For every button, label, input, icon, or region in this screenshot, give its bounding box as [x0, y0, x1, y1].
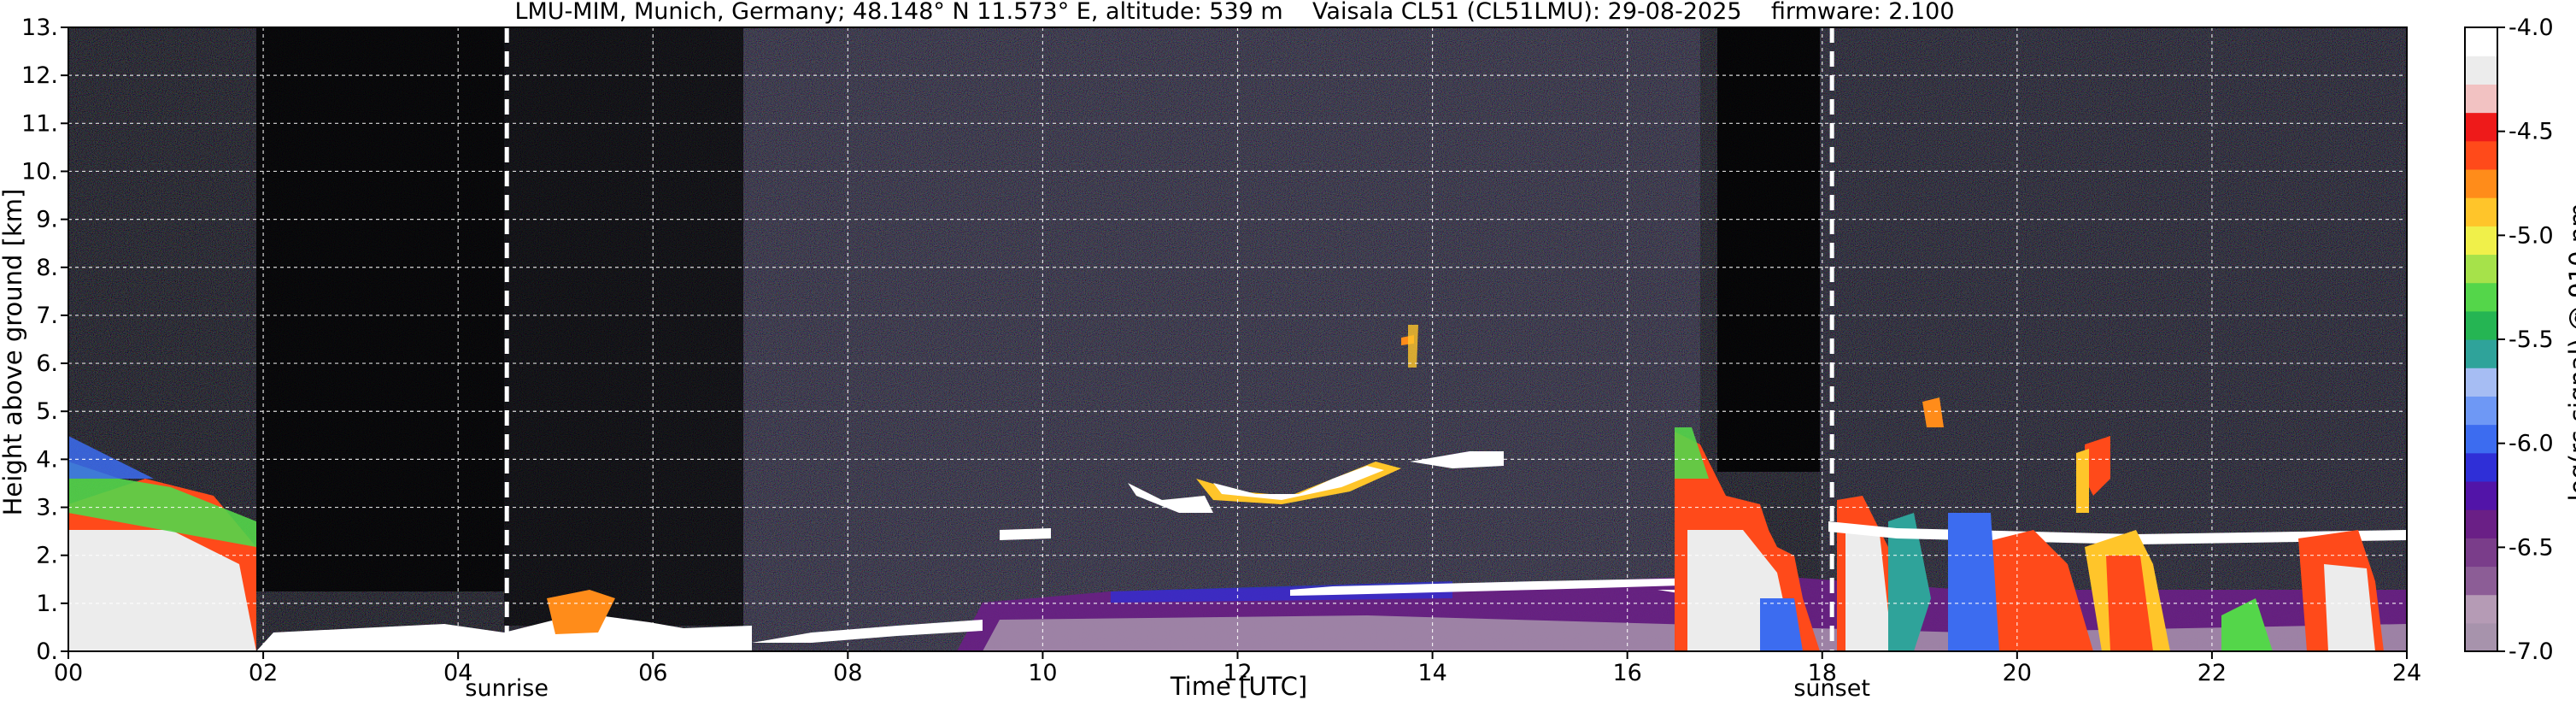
x-tick-label: 00 [54, 660, 83, 686]
y-tick-label: 12. [21, 62, 58, 89]
colorbar-segment [2465, 27, 2497, 56]
sun-lines [504, 27, 1834, 651]
y-tick-label: 3. [36, 495, 58, 521]
colorbar-segment [2465, 566, 2497, 596]
evening-precip-1-blue [1888, 513, 1931, 651]
colorbar-tick-label: -6.0 [2509, 431, 2554, 457]
x-tick-label: 02 [249, 660, 278, 686]
cloud-layer-3 [1213, 466, 1384, 500]
y-tick-label: 8. [36, 255, 58, 281]
evening-precip-3-core [2106, 556, 2153, 651]
colorbar-segment [2465, 112, 2497, 142]
x-axis: 00 02 04 06 08 10 12 14 16 18 20 22 24 [54, 651, 2421, 686]
cloud-layer-6 [1290, 578, 1709, 596]
colorbar-segment [2465, 509, 2497, 538]
y-tick-label: 10. [21, 158, 58, 185]
x-tick-label: 22 [2198, 660, 2227, 686]
x-tick-label: 14 [1417, 660, 1446, 686]
y-tick-label: 1. [36, 591, 58, 617]
colorbar-axis: -4.0 -4.5 -5.0 -5.5 -6.0 -6.5 -7.0 [2497, 15, 2554, 665]
cloud-layer-4 [1410, 451, 1504, 468]
colorbar-segment [2465, 197, 2497, 227]
x-tick-label: 04 [443, 660, 472, 686]
colorbar-tick-label: -5.0 [2509, 222, 2554, 249]
night-band-1 [256, 27, 504, 591]
cloud-layer-1 [1128, 483, 1213, 513]
colorbar-tick-label: -7.0 [2509, 638, 2554, 665]
y-axis: 0. 1. 2. 3. 4. 5. 6. 7. 8. 9. 10. 11. 12. 13. [21, 15, 68, 665]
colorbar-segment [2465, 424, 2497, 454]
colorbar-segment [2465, 368, 2497, 397]
x-tick-label: 16 [1612, 660, 1641, 686]
colorbar-segment [2465, 594, 2497, 624]
cloud-tower-20h [2085, 436, 2110, 496]
morning-fog-core [68, 530, 256, 651]
morning-fog-edge [68, 462, 256, 547]
evening-precip-5-core [2324, 564, 2375, 651]
colorbar-segment [2465, 339, 2497, 368]
y-axis-label: Height above ground [km] [0, 188, 27, 516]
colorbar-segment [2465, 254, 2497, 284]
y-tick-label: 6. [36, 350, 58, 377]
heatmap-layer [68, 27, 2407, 651]
y-tick-label: 9. [36, 207, 58, 233]
y-tick-label: 2. [36, 543, 58, 569]
thin-cloud-6km [1408, 325, 1418, 368]
colorbar-label: log(rc-signal) @ 910 nm [2564, 203, 2576, 502]
sunset-dark-band [1717, 27, 1820, 472]
colorbar-segment [2465, 168, 2497, 198]
colorbar-segment [2465, 56, 2497, 85]
y-tick-label: 7. [36, 303, 58, 329]
colorbar-segment [2465, 282, 2497, 312]
colorbar-segment [2465, 140, 2497, 170]
colorbar-segment [2465, 310, 2497, 340]
x-tick-label: 06 [638, 660, 667, 686]
colorbar-segment [2465, 452, 2497, 482]
colorbar-segment [2465, 538, 2497, 568]
afternoon-precip-blue [1760, 598, 1803, 651]
colorbar-tick-label: -4.0 [2509, 15, 2554, 41]
colorbar-tick-label: -6.5 [2509, 534, 2554, 561]
x-tick-label: 24 [2392, 660, 2421, 686]
y-tick-label: 13. [21, 15, 58, 41]
x-axis-label: Time [UTC] [1170, 672, 1308, 701]
dawn-layer [256, 615, 752, 651]
dawn-layer-color [547, 590, 615, 634]
evening-precip-1-core [1845, 530, 1892, 651]
y-tick-label: 5. [36, 398, 58, 425]
x-tick-label: 20 [2003, 660, 2032, 686]
afternoon-precip-edge [1675, 427, 1709, 479]
colorbar-segment [2465, 84, 2497, 114]
sunset-label: sunset [1793, 675, 1870, 702]
annotation-labels: sunrise sunset [465, 675, 1870, 702]
x-tick-label: 08 [833, 660, 862, 686]
colorbar-segment [2465, 480, 2497, 510]
cloud-tower-19h [1922, 397, 1944, 427]
cloud-layer-5 [1000, 528, 1051, 540]
y-tick-label: 0. [36, 638, 58, 665]
colorbar-segment [2465, 226, 2497, 256]
y-tick-label: 4. [36, 446, 58, 473]
sunrise-label: sunrise [465, 675, 549, 702]
cloud-tower-20h-edge [2076, 449, 2089, 513]
evening-precip-2-edge [1948, 513, 1999, 651]
x-tick-label: 18 [1808, 660, 1837, 686]
night-band-2 [504, 27, 743, 626]
colorbar-tick-label: -5.5 [2509, 327, 2554, 353]
evening-precip-4 [2221, 598, 2273, 651]
colorbar-segment [2465, 396, 2497, 426]
x-tick-label: 12 [1223, 660, 1252, 686]
grid-lines [68, 27, 2407, 651]
colorbar-tick-label: -4.5 [2509, 119, 2554, 145]
y-tick-label: 11. [21, 110, 58, 137]
morning-fog-blue [68, 436, 154, 479]
chart-title: LMU-MIM, Munich, Germany; 48.148° N 11.5… [514, 0, 1955, 25]
colorbar-segment [2465, 622, 2497, 652]
x-tick-label: 10 [1028, 660, 1057, 686]
colorbar [2465, 27, 2497, 652]
morning-bl-top [752, 620, 983, 643]
